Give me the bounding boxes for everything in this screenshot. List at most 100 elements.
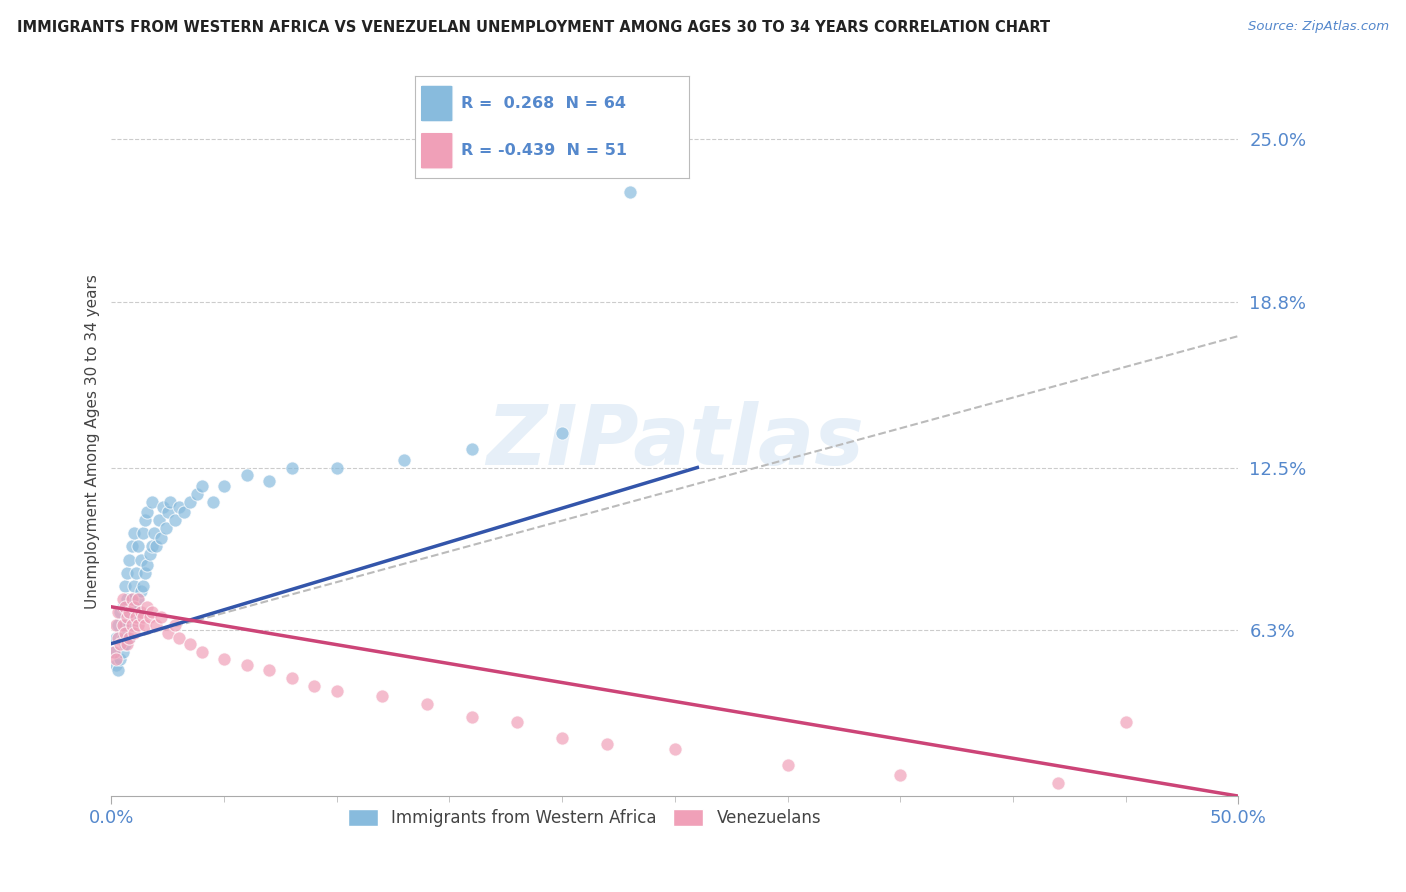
Point [551, 731, 574, 746]
Point [111, 591, 134, 606]
Point [111, 618, 134, 632]
Legend: Immigrants from Western Africa, Venezuelans: Immigrants from Western Africa, Venezuel… [342, 803, 828, 834]
Point [132, 610, 155, 624]
Point [212, 479, 235, 493]
Point [889, 768, 911, 782]
Point [257, 663, 280, 677]
Point [115, 637, 138, 651]
Point [156, 626, 179, 640]
Point [145, 618, 167, 632]
Point [190, 644, 212, 658]
Text: ZIPatlas: ZIPatlas [486, 401, 863, 482]
Point [152, 500, 174, 514]
Point [506, 715, 529, 730]
Point [121, 540, 143, 554]
Point [127, 618, 149, 632]
Point [416, 697, 439, 711]
Point [122, 610, 145, 624]
Point [125, 599, 148, 614]
Point [118, 632, 141, 646]
Point [121, 591, 143, 606]
Point [159, 494, 181, 508]
Point [186, 487, 208, 501]
Y-axis label: Unemployment Among Ages 30 to 34 years: Unemployment Among Ages 30 to 34 years [86, 274, 100, 608]
Point [212, 652, 235, 666]
Point [551, 426, 574, 441]
FancyBboxPatch shape [420, 85, 453, 122]
Point [110, 652, 132, 666]
Point [461, 710, 484, 724]
Point [114, 579, 136, 593]
Point [155, 521, 177, 535]
Point [134, 618, 156, 632]
Point [114, 618, 136, 632]
Point [115, 610, 138, 624]
FancyBboxPatch shape [420, 132, 453, 169]
Point [104, 657, 127, 672]
Point [163, 618, 186, 632]
Point [121, 618, 143, 632]
Point [167, 632, 190, 646]
Point [115, 591, 138, 606]
Point [150, 610, 173, 624]
Point [104, 652, 127, 666]
Point [114, 637, 136, 651]
Point [138, 610, 160, 624]
Point [1115, 715, 1137, 730]
Point [235, 468, 257, 483]
Point [148, 513, 170, 527]
Point [129, 584, 152, 599]
Point [371, 689, 394, 703]
Point [141, 605, 163, 619]
Point [127, 591, 149, 606]
Point [664, 741, 686, 756]
Point [145, 540, 167, 554]
Text: IMMIGRANTS FROM WESTERN AFRICA VS VENEZUELAN UNEMPLOYMENT AMONG AGES 30 TO 34 YE: IMMIGRANTS FROM WESTERN AFRICA VS VENEZU… [17, 20, 1050, 35]
Point [121, 591, 143, 606]
Point [619, 185, 641, 199]
Point [257, 474, 280, 488]
Point [461, 442, 484, 456]
Point [107, 663, 129, 677]
Point [111, 632, 134, 646]
Point [104, 632, 127, 646]
Point [173, 505, 195, 519]
Point [114, 599, 136, 614]
Point [111, 644, 134, 658]
Point [136, 505, 159, 519]
Point [104, 618, 127, 632]
Point [141, 540, 163, 554]
Point [280, 460, 302, 475]
Point [122, 526, 145, 541]
Point [394, 452, 416, 467]
Point [596, 737, 619, 751]
Point [136, 599, 159, 614]
Point [111, 599, 134, 614]
Point [122, 599, 145, 614]
Point [118, 605, 141, 619]
Point [129, 552, 152, 566]
Point [1046, 776, 1069, 790]
Point [280, 671, 302, 685]
Point [107, 632, 129, 646]
Point [134, 513, 156, 527]
Point [110, 605, 132, 619]
Point [304, 679, 326, 693]
Point [107, 605, 129, 619]
Point [156, 505, 179, 519]
Text: Source: ZipAtlas.com: Source: ZipAtlas.com [1249, 20, 1389, 33]
Point [114, 626, 136, 640]
Point [143, 526, 166, 541]
Point [118, 632, 141, 646]
Point [326, 684, 349, 698]
Point [122, 626, 145, 640]
Point [122, 579, 145, 593]
Point [150, 532, 173, 546]
Point [136, 558, 159, 572]
Text: R =  0.268  N = 64: R = 0.268 N = 64 [461, 96, 627, 111]
Point [125, 566, 148, 580]
Point [107, 618, 129, 632]
Point [125, 610, 148, 624]
Point [127, 540, 149, 554]
Point [235, 657, 257, 672]
